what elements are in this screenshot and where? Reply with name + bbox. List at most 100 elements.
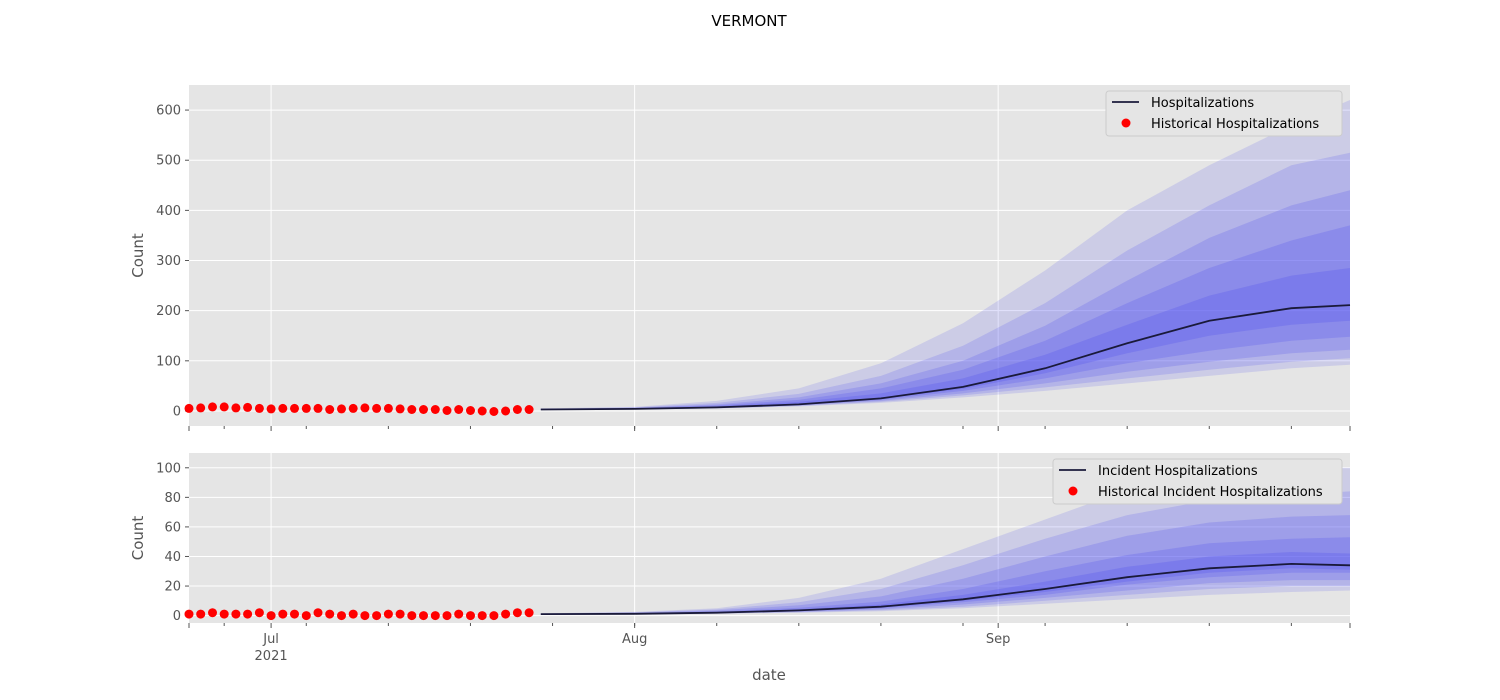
x-tick-label: Aug — [622, 632, 647, 647]
forecast-band-1 — [540, 100, 1350, 410]
legend-label: Incident Hospitalizations — [1098, 464, 1258, 479]
observed-point — [325, 609, 335, 619]
observed-point — [337, 611, 346, 621]
y-tick-label: 80 — [164, 491, 181, 506]
observed-point — [383, 609, 393, 619]
observed-point — [254, 403, 264, 413]
observed-point — [501, 609, 511, 619]
forecast-band-1 — [540, 467, 1350, 615]
panel-1: 0 100 200 300 400 500 600 Count Hospitalizations… — [129, 85, 1351, 431]
observed-point — [524, 405, 534, 414]
observed-point — [278, 609, 288, 619]
forecast-band-3 — [540, 190, 1350, 410]
y-axis-label: Count — [129, 233, 147, 278]
observed-point — [219, 609, 229, 619]
observed-point — [290, 403, 299, 413]
y-tick-label: 400 — [156, 204, 181, 219]
legend-label: Historical Hospitalizations — [1151, 117, 1319, 132]
forecast-median-line — [540, 304, 1351, 411]
panels: 0100200300400500600CountHospitalizations… — [129, 85, 1351, 664]
observed-point — [395, 404, 405, 414]
observed-point — [301, 403, 311, 413]
y-tick-label: 40 — [164, 550, 181, 565]
forecast-band-4 — [540, 225, 1350, 410]
observed-point — [266, 611, 276, 621]
observed-point — [219, 402, 229, 412]
observed-point — [301, 611, 311, 621]
observed-point — [383, 403, 393, 413]
y-tick-label: 0 — [173, 404, 181, 419]
forecast-band-2 — [540, 152, 1350, 410]
y-tick-label: 300 — [156, 254, 181, 269]
x-axis-label: date — [752, 666, 786, 684]
legend-dot-swatch — [1068, 486, 1078, 496]
y-tick-label: 200 — [156, 304, 181, 319]
y-tick-label: 60 — [164, 520, 181, 535]
x-tick-label: Jul — [262, 632, 279, 647]
observed-point — [290, 609, 299, 619]
forecast-median-line — [540, 562, 1351, 615]
y-axis-label: Count — [129, 516, 147, 561]
observed-point — [337, 404, 346, 414]
observed-point — [407, 405, 417, 414]
observed-point — [419, 405, 428, 414]
observed-point — [208, 608, 217, 618]
observed-point — [454, 609, 464, 619]
observed-point — [477, 611, 487, 621]
legend-label: Hospitalizations — [1151, 96, 1254, 111]
observed-point — [454, 405, 464, 414]
observed-point — [360, 403, 370, 413]
observed-point — [266, 404, 276, 414]
observed-point — [430, 405, 440, 414]
observed-point — [325, 405, 335, 414]
y-tick-label: 600 — [156, 104, 181, 119]
forecast-band-3 — [540, 515, 1350, 615]
observed-point — [278, 403, 288, 413]
observed-point — [477, 406, 487, 416]
observed-point — [313, 608, 323, 618]
observed-point — [348, 403, 358, 413]
legend: Incident Hospitalizations Historical Inci… — [1052, 458, 1343, 505]
x-tick-label: Sep — [986, 632, 1011, 647]
observed-point — [442, 406, 452, 415]
observed-point — [231, 609, 241, 619]
observed-point — [243, 609, 253, 619]
observed-point — [184, 609, 194, 619]
observed-point — [208, 402, 217, 412]
observed-point — [489, 407, 499, 416]
observed-point — [395, 609, 405, 619]
y-tick-label: 20 — [164, 580, 181, 595]
legend-dot-swatch — [1121, 118, 1131, 128]
forecast-bands — [540, 100, 1350, 410]
observed-point — [243, 402, 253, 412]
x-tick-sublabel: 2021 — [255, 649, 288, 664]
observed-point — [512, 405, 522, 414]
legend-label: Historical Incident Hospitalizations — [1098, 485, 1323, 500]
figure-title: VERMONT — [711, 12, 787, 30]
observed-point — [407, 611, 417, 621]
legend: Hospitalizations Historical Hospitalizati… — [1105, 90, 1343, 137]
observed-point — [196, 609, 206, 619]
legend-box — [1052, 458, 1343, 505]
observed-point — [184, 403, 194, 413]
observed-point — [372, 611, 382, 621]
observed-point — [430, 611, 440, 621]
plot-area — [189, 85, 1350, 426]
observed-point — [360, 611, 370, 621]
observed-point — [501, 406, 511, 416]
observed-point — [524, 608, 534, 618]
panel-2: 0 20 40 60 80 100 Jul 2021 Aug Sep Count Incident H… — [129, 453, 1351, 664]
observed-point — [489, 611, 499, 621]
observed-point — [348, 609, 358, 619]
y-tick-label: 100 — [156, 461, 181, 476]
forecast-bands — [540, 467, 1350, 615]
y-tick-label: 500 — [156, 154, 181, 169]
observed-point — [512, 608, 522, 618]
observed-point — [372, 403, 382, 413]
y-tick-label: 100 — [156, 354, 181, 369]
observed-point — [466, 611, 475, 621]
observed-point — [231, 403, 241, 413]
y-tick-label: 0 — [173, 609, 181, 624]
observed-point — [442, 611, 452, 621]
